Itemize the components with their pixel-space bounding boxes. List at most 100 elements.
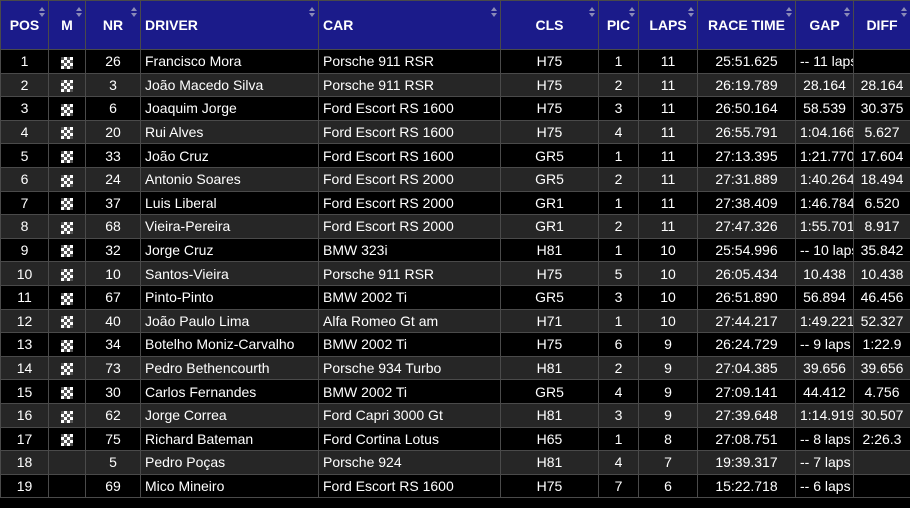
- cell: 26:51.890: [697, 284, 796, 310]
- cell: GR5: [500, 166, 599, 192]
- checkered-flag-icon: [61, 363, 73, 376]
- cell: 6.520: [853, 190, 910, 216]
- flag-cell: [48, 355, 86, 381]
- cell: 27:47.326: [697, 214, 796, 239]
- cell: Ford Escort RS 1600: [318, 119, 501, 145]
- cell: 27:39.648: [697, 402, 796, 428]
- result-row: 14 73 Pedro Bethencourth Porsche 934 Turbo H…: [0, 355, 910, 381]
- cell: [853, 473, 910, 499]
- cell: 27:31.889: [697, 166, 796, 192]
- cell: 7: [0, 190, 49, 216]
- cell: 1:22.9: [853, 332, 910, 357]
- flag-cell: [48, 166, 86, 192]
- cell: 11: [638, 143, 698, 168]
- cell: 27:08.751: [697, 426, 796, 452]
- cell: 2: [0, 72, 49, 98]
- cell: 3: [598, 96, 639, 121]
- cell: Porsche 911 RSR: [318, 261, 501, 286]
- checkered-flag-icon: [61, 386, 73, 399]
- cell: 6: [85, 96, 141, 121]
- cell: 1:55.701: [795, 214, 854, 239]
- column-header[interactable]: GAP: [795, 0, 854, 50]
- cell: 27:09.141: [697, 379, 796, 404]
- column-header[interactable]: PIC: [598, 0, 639, 50]
- cell: Richard Bateman: [140, 426, 319, 452]
- cell: Pinto-Pinto: [140, 284, 319, 310]
- cell: Mico Mineiro: [140, 473, 319, 499]
- cell: 1: [598, 308, 639, 334]
- cell: 3: [0, 96, 49, 121]
- cell: 56.894: [795, 284, 854, 310]
- checkered-flag-icon: [61, 80, 73, 93]
- column-header[interactable]: DIFF: [853, 0, 910, 50]
- cell: 26: [85, 49, 141, 74]
- cell: Francisco Mora: [140, 49, 319, 74]
- cell: 15: [0, 379, 49, 404]
- column-header[interactable]: POS: [0, 0, 49, 50]
- cell: Porsche 911 RSR: [318, 72, 501, 98]
- cell: [853, 49, 910, 74]
- cell: H75: [500, 261, 599, 286]
- cell: BMW 2002 Ti: [318, 379, 501, 404]
- cell: H71: [500, 308, 599, 334]
- cell: 3: [598, 402, 639, 428]
- checkered-flag-icon: [61, 56, 73, 69]
- cell: 5: [85, 450, 141, 475]
- cell: Ford Escort RS 2000: [318, 166, 501, 192]
- cell: Ford Escort RS 1600: [318, 473, 501, 499]
- cell: Jorge Correa: [140, 402, 319, 428]
- cell: 16: [0, 402, 49, 428]
- flag-cell: [48, 190, 86, 216]
- cell: 52.327: [853, 308, 910, 334]
- column-header[interactable]: LAPS: [638, 0, 698, 50]
- cell: 2: [598, 166, 639, 192]
- cell: 10: [638, 284, 698, 310]
- column-header[interactable]: CAR: [318, 0, 501, 50]
- column-header[interactable]: CLS: [500, 0, 599, 50]
- cell: 6: [0, 166, 49, 192]
- column-header[interactable]: DRIVER: [140, 0, 319, 50]
- cell: João Macedo Silva: [140, 72, 319, 98]
- checkered-flag-icon: [61, 221, 73, 234]
- header-row: POS M NR DRIVER CAR CLS PIC LAPS RACE TIME GAP DIF…: [0, 0, 910, 50]
- cell: 1:21.770: [795, 143, 854, 168]
- column-header[interactable]: NR: [85, 0, 141, 50]
- cell: 26:19.789: [697, 72, 796, 98]
- cell: 1:46.784: [795, 190, 854, 216]
- flag-cell: [48, 379, 86, 404]
- cell: H65: [500, 426, 599, 452]
- column-header[interactable]: M: [48, 0, 86, 50]
- cell: Vieira-Pereira: [140, 214, 319, 239]
- cell: 20: [85, 119, 141, 145]
- cell: 32: [85, 237, 141, 263]
- cell: Porsche 911 RSR: [318, 49, 501, 74]
- cell: 44.412: [795, 379, 854, 404]
- cell: 11: [638, 49, 698, 74]
- flag-cell: [48, 119, 86, 145]
- flag-cell: [48, 96, 86, 121]
- cell: 1:40.264: [795, 166, 854, 192]
- cell: 25:51.625: [697, 49, 796, 74]
- result-row: 2 3 João Macedo Silva Porsche 911 RSR H75 2 11…: [0, 72, 910, 98]
- result-row: 15 30 Carlos Fernandes BMW 2002 Ti GR5 4 9 27:0…: [0, 379, 910, 404]
- cell: 17.604: [853, 143, 910, 168]
- cell: Ford Escort RS 1600: [318, 143, 501, 168]
- cell: 25:54.996: [697, 237, 796, 263]
- cell: Antonio Soares: [140, 166, 319, 192]
- cell: 9: [638, 402, 698, 428]
- column-header[interactable]: RACE TIME: [697, 0, 796, 50]
- cell: Ford Escort RS 2000: [318, 214, 501, 239]
- cell: 10: [0, 261, 49, 286]
- cell: 1: [598, 190, 639, 216]
- flag-cell: [48, 426, 86, 452]
- cell: 40: [85, 308, 141, 334]
- flag-cell: [48, 332, 86, 357]
- cell: H81: [500, 355, 599, 381]
- cell: 9: [638, 355, 698, 381]
- cell: 2: [598, 214, 639, 239]
- cell: 35.842: [853, 237, 910, 263]
- cell: 26:24.729: [697, 332, 796, 357]
- checkered-flag-icon: [61, 268, 73, 281]
- cell: 10.438: [853, 261, 910, 286]
- cell: 26:55.791: [697, 119, 796, 145]
